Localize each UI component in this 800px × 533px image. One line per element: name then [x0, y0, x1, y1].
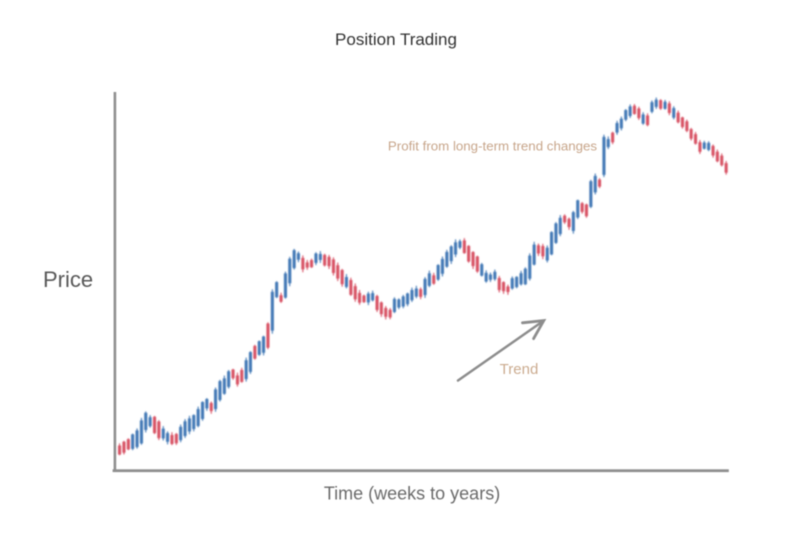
svg-text:Position Trading: Position Trading	[335, 30, 457, 49]
svg-text:Profit from long-term trend ch: Profit from long-term trend changes	[388, 139, 597, 154]
svg-text:Trend: Trend	[500, 361, 539, 378]
svg-text:Price: Price	[43, 267, 93, 292]
svg-text:Time (weeks to years): Time (weeks to years)	[324, 484, 500, 504]
